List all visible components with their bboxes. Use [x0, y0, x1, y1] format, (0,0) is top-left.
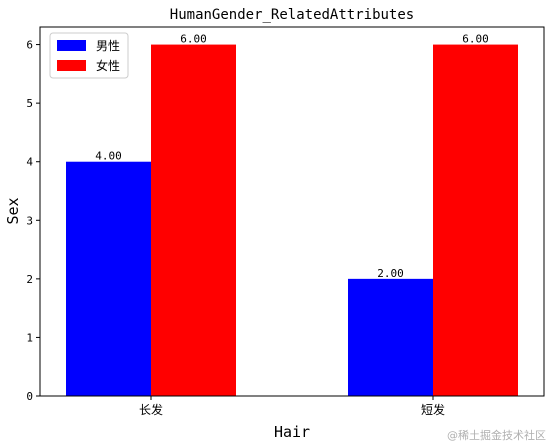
- value-label-male-1: 2.00: [377, 267, 404, 280]
- legend-swatch-female: [57, 60, 86, 71]
- y-tick-label: 5: [26, 97, 33, 110]
- bar-male-0: [66, 161, 151, 396]
- watermark: @稀土掘金技术社区: [447, 428, 546, 442]
- chart-title: HumanGender_RelatedAttributes: [170, 7, 414, 23]
- value-labels-group: 4.00 2.00 6.00 6.00: [95, 33, 489, 280]
- x-tick-label: 短发: [421, 402, 445, 417]
- value-label-male-0: 4.00: [95, 150, 122, 163]
- y-tick-label: 6: [26, 39, 33, 52]
- legend-swatch-male: [57, 40, 86, 51]
- x-tick-label: 长发: [139, 402, 163, 417]
- bar-male-1: [348, 278, 433, 396]
- x-axis-ticks: 长发 短发: [139, 396, 445, 417]
- bar-female-1: [433, 44, 518, 396]
- legend: 男性 女性: [49, 32, 129, 79]
- plot-frame: [39, 26, 545, 397]
- x-axis-label: Hair: [274, 423, 310, 441]
- value-label-female-1: 6.00: [462, 33, 489, 46]
- y-tick-label: 0: [26, 390, 33, 403]
- y-axis-label: Sex: [4, 197, 22, 224]
- y-tick-label: 1: [26, 331, 33, 344]
- y-tick-label: 4: [26, 156, 33, 169]
- bars-group: [66, 44, 518, 396]
- y-tick-label: 3: [26, 214, 33, 227]
- legend-label-male: 男性: [96, 39, 120, 53]
- bar-female-0: [151, 44, 236, 396]
- y-tick-label: 2: [26, 273, 33, 286]
- value-label-female-0: 6.00: [180, 33, 207, 46]
- y-axis-ticks: 0 1 2 3 4 5 6: [26, 39, 40, 403]
- legend-label-female: 女性: [96, 58, 120, 73]
